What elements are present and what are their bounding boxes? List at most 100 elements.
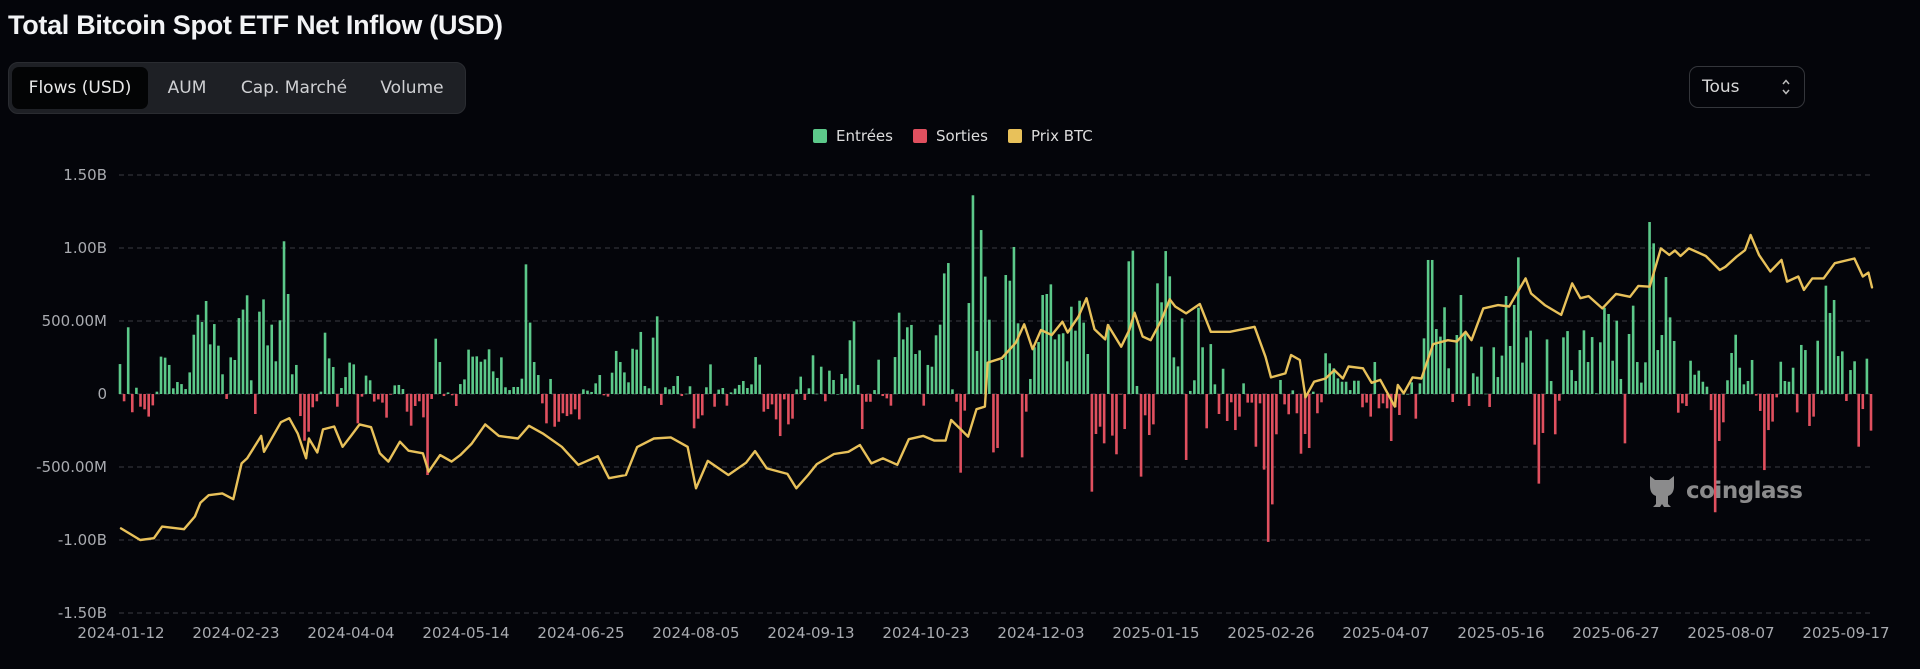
inflow-bar bbox=[1000, 359, 1003, 394]
inflow-bar bbox=[1697, 370, 1701, 394]
outflow-bar bbox=[659, 394, 663, 405]
outflow-bar bbox=[225, 394, 228, 399]
legend-swatch-outflow bbox=[912, 129, 927, 143]
inflow-bar bbox=[1705, 386, 1709, 394]
inflow-bar bbox=[1041, 295, 1044, 394]
inflow-bar bbox=[1804, 350, 1807, 394]
inflow-bar bbox=[1660, 335, 1664, 394]
inflow-bar bbox=[319, 391, 323, 394]
inflow-bar bbox=[327, 358, 331, 394]
outflow-bar bbox=[803, 394, 807, 400]
inflow-bar bbox=[758, 364, 762, 394]
outflow-bar bbox=[1102, 394, 1106, 444]
legend-item-inflow[interactable]: Entrées bbox=[813, 127, 893, 145]
x-tick-label: 2025-08-07 bbox=[1687, 624, 1774, 642]
inflow-bar bbox=[1422, 338, 1426, 394]
y-axis-labels: 1.50B 1.00B 500.00M 0 -500.00M -1.00B -1.50B bbox=[36, 166, 107, 622]
inflow-bar bbox=[348, 362, 351, 394]
inflow-bar bbox=[491, 371, 495, 394]
inflow-bar bbox=[983, 276, 987, 394]
inflow-bar bbox=[1279, 379, 1282, 394]
outflow-bar bbox=[1020, 394, 1024, 458]
inflow-bar bbox=[282, 241, 286, 394]
outflow-bar bbox=[577, 394, 581, 420]
inflow-bar bbox=[1689, 360, 1692, 394]
chart-legend: Entrées Sorties Prix BTC bbox=[813, 126, 1113, 146]
inflow-bar bbox=[1135, 385, 1139, 394]
range-select[interactable]: Tous bbox=[1689, 66, 1805, 108]
btc-price-line bbox=[119, 233, 1874, 542]
inflow-bar bbox=[504, 387, 507, 394]
inflow-bar bbox=[1418, 383, 1422, 394]
inflow-bar bbox=[635, 349, 638, 394]
inflow-bar bbox=[463, 379, 466, 394]
inflow-bar bbox=[1476, 376, 1479, 394]
inflow-bar bbox=[1640, 382, 1643, 394]
inflow-bar bbox=[1344, 381, 1348, 394]
inflow-bar bbox=[746, 388, 749, 394]
inflow-bar bbox=[901, 339, 905, 394]
inflow-bar bbox=[1562, 337, 1565, 394]
inflow-bar bbox=[479, 361, 483, 394]
inflow-bar bbox=[651, 337, 655, 394]
inflow-bar bbox=[1074, 330, 1077, 394]
inflow-bar bbox=[1312, 391, 1315, 394]
outflow-bar bbox=[996, 394, 999, 449]
inflow-bar bbox=[733, 388, 737, 394]
inflow-bar bbox=[163, 357, 167, 394]
inflow-bar bbox=[614, 350, 618, 394]
inflow-bar bbox=[1193, 380, 1196, 394]
inflow-bar bbox=[618, 362, 622, 394]
inflow-bar bbox=[1065, 361, 1069, 394]
inflow-bar bbox=[590, 391, 593, 394]
inflow-bar bbox=[229, 357, 233, 394]
x-tick-label: 2024-09-13 bbox=[767, 624, 854, 642]
page-title: Total Bitcoin Spot ETF Net Inflow (USD) bbox=[8, 10, 503, 40]
outflow-bar bbox=[372, 394, 376, 402]
x-tick-label: 2025-01-15 bbox=[1112, 624, 1199, 642]
outflow-bar bbox=[541, 394, 544, 404]
outflow-bar bbox=[1320, 394, 1323, 403]
inflow-bar bbox=[1590, 337, 1594, 394]
inflow-bar bbox=[1611, 360, 1614, 394]
inflow-bar bbox=[1631, 305, 1635, 394]
tab-market-cap[interactable]: Cap. Marché bbox=[240, 78, 348, 98]
inflow-bar bbox=[340, 388, 343, 394]
outflow-bar bbox=[1754, 394, 1758, 396]
inflow-bar bbox=[368, 380, 372, 394]
tab-volume[interactable]: Volume bbox=[380, 78, 444, 98]
outflow-bar bbox=[426, 394, 429, 476]
outflow-bar bbox=[1205, 394, 1208, 429]
inflow-bar bbox=[934, 335, 938, 394]
legend-item-price[interactable]: Prix BTC bbox=[1007, 127, 1093, 145]
outflow-bar bbox=[1537, 394, 1541, 484]
watermark-text: coinglass bbox=[1686, 478, 1803, 504]
outflow-bar bbox=[569, 394, 573, 415]
inflow-bar bbox=[1742, 384, 1746, 394]
inflow-bar bbox=[594, 383, 597, 394]
inflow-bar bbox=[910, 324, 913, 394]
outflow-bar bbox=[1262, 394, 1266, 470]
inflow-bar bbox=[643, 385, 647, 394]
outflow-bar bbox=[774, 394, 778, 420]
outflow-bar bbox=[1857, 394, 1860, 447]
outflow-bar bbox=[1184, 394, 1188, 460]
y-tick-label: -1.50B bbox=[58, 604, 107, 622]
tab-flows[interactable]: Flows (USD) bbox=[12, 67, 148, 109]
outflow-bar bbox=[1722, 394, 1725, 423]
outflow-bar bbox=[692, 394, 696, 429]
inflow-bar bbox=[475, 356, 479, 394]
outflow-bar bbox=[299, 394, 302, 417]
inflow-bar bbox=[1435, 329, 1438, 394]
outflow-bar bbox=[1533, 394, 1537, 445]
inflow-bar bbox=[1566, 331, 1569, 394]
outflow-bar bbox=[1845, 394, 1848, 402]
inflow-bar bbox=[1106, 324, 1110, 394]
legend-item-outflow[interactable]: Sorties bbox=[912, 127, 988, 145]
outflow-bar bbox=[311, 394, 315, 408]
tab-aum[interactable]: AUM bbox=[167, 78, 207, 98]
inflow-bar bbox=[1033, 347, 1036, 394]
inflow-bar bbox=[1348, 390, 1352, 394]
inflow-bar bbox=[1508, 345, 1512, 394]
